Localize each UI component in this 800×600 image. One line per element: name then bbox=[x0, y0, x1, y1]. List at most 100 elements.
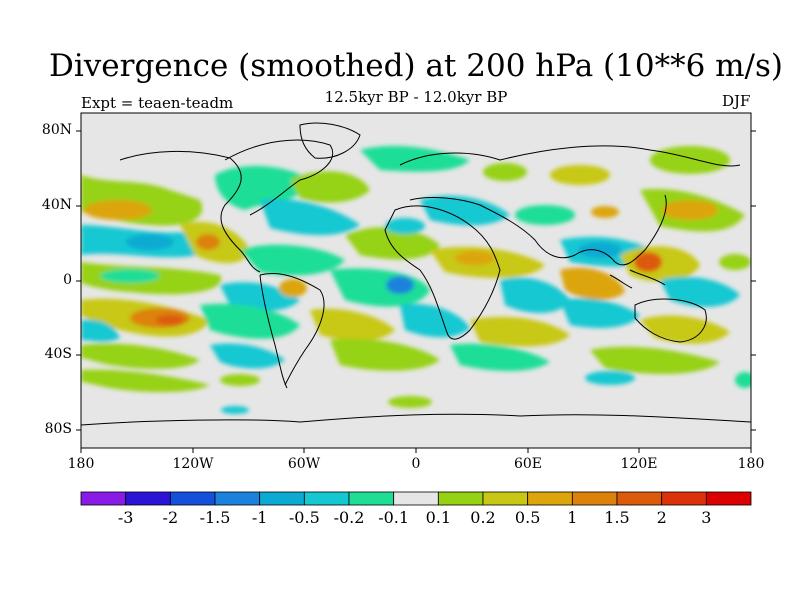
colorbar-label: 1.5 bbox=[604, 508, 630, 527]
lon-ticks bbox=[80, 448, 752, 453]
colorbar-label: -0.2 bbox=[333, 508, 365, 527]
contour-patch bbox=[385, 218, 425, 234]
contour-patch bbox=[560, 267, 625, 300]
contour-patch bbox=[215, 165, 310, 210]
colorbar-swatch bbox=[169, 491, 216, 506]
colorbar-swatch bbox=[303, 491, 350, 506]
season-label: DJF bbox=[722, 92, 751, 110]
colorbar-label: -0.5 bbox=[288, 508, 320, 527]
divergence-field bbox=[81, 113, 751, 448]
contour-patch bbox=[500, 277, 570, 314]
contour-patch bbox=[585, 371, 635, 385]
contour-patch bbox=[550, 165, 610, 185]
contour-patch bbox=[634, 252, 662, 272]
eurasia-south-coast bbox=[409, 194, 667, 266]
lon-label-120e: 120E bbox=[620, 456, 658, 472]
colorbar-swatch bbox=[482, 491, 529, 506]
colorbar-label: -2 bbox=[162, 508, 179, 527]
contour-patch bbox=[578, 242, 622, 258]
contour-patch bbox=[590, 346, 720, 375]
contour-patch bbox=[386, 276, 414, 294]
lon-label-60e: 60E bbox=[513, 456, 543, 472]
contour-patch bbox=[650, 146, 730, 174]
experiment-label: Expt = teaen-teadm bbox=[81, 94, 234, 112]
colorbar bbox=[80, 491, 752, 506]
contour-patch bbox=[196, 234, 220, 250]
colorbar-label: -0.1 bbox=[378, 508, 410, 527]
time-range-subtitle: 12.5kyr BP - 12.0kyr BP bbox=[324, 88, 508, 106]
lat-ticks bbox=[76, 130, 756, 431]
maritime-continent-coast bbox=[609, 269, 666, 289]
contour-patch bbox=[455, 251, 495, 265]
contour-patch bbox=[210, 343, 285, 369]
contour-patch bbox=[660, 276, 740, 307]
lon-label-180w: 180 bbox=[67, 456, 95, 472]
contour-patch bbox=[719, 254, 751, 270]
contour-patch bbox=[388, 396, 432, 408]
colorbar-swatch bbox=[705, 491, 752, 506]
colorbar-swatch bbox=[125, 491, 171, 506]
contour-patch bbox=[81, 369, 210, 393]
eurasia-north-coast bbox=[399, 145, 741, 167]
contour-patch bbox=[279, 279, 307, 297]
contour-patch bbox=[221, 406, 249, 414]
contour-patch bbox=[400, 303, 470, 338]
lat-label-40n: 40N bbox=[41, 197, 72, 213]
colorbar-label: 3 bbox=[701, 508, 712, 527]
north-america-east-coast bbox=[224, 139, 333, 216]
lon-label-180e: 180 bbox=[737, 456, 765, 472]
map-title: Divergence (smoothed) at 200 hPa (10**6 … bbox=[49, 48, 783, 84]
contour-patch bbox=[330, 338, 440, 371]
lat-label-80s: 80S bbox=[44, 421, 72, 437]
lon-label-120w: 120W bbox=[172, 456, 214, 472]
lon-label-60w: 60W bbox=[287, 456, 321, 472]
contour-patch bbox=[81, 343, 200, 369]
contour-patch bbox=[470, 316, 570, 347]
contour-patch bbox=[640, 315, 730, 344]
colorbar-swatch bbox=[527, 491, 573, 506]
contour-patch bbox=[240, 244, 345, 276]
colorbar-label: -1.5 bbox=[199, 508, 231, 527]
contour-patch bbox=[662, 200, 718, 220]
contour-patch bbox=[126, 234, 174, 250]
lon-label-0: 0 bbox=[411, 456, 421, 472]
colorbar-label: 1 bbox=[567, 508, 578, 527]
colorbar-label: 0.5 bbox=[514, 508, 541, 527]
lat-label-0: 0 bbox=[63, 272, 72, 288]
contour-patch bbox=[260, 199, 360, 236]
contour-patch bbox=[81, 319, 120, 342]
colorbar-swatch bbox=[348, 491, 395, 506]
south-america-east-coast bbox=[259, 272, 325, 386]
colorbar-swatch bbox=[393, 491, 439, 506]
contour-patch bbox=[483, 163, 527, 181]
lat-label-40s: 40S bbox=[44, 346, 72, 362]
contour-patch bbox=[200, 303, 300, 339]
contour-patch bbox=[450, 343, 550, 371]
coastlines bbox=[81, 122, 751, 426]
colorbar-swatch bbox=[571, 491, 618, 506]
antarctica-coast bbox=[81, 413, 751, 426]
contour-patch bbox=[560, 298, 640, 328]
contour-patch bbox=[100, 269, 160, 283]
colorbar-label: 0.2 bbox=[470, 508, 496, 527]
colorbar-label: -3 bbox=[117, 508, 134, 527]
colorbar-swatch bbox=[214, 491, 261, 506]
contour-patch bbox=[735, 372, 751, 388]
contour-patch bbox=[290, 171, 370, 203]
south-america-west-coast bbox=[259, 274, 288, 389]
australia-coast bbox=[634, 298, 707, 343]
contour-patch bbox=[220, 374, 260, 386]
colorbar-label: 2 bbox=[656, 508, 667, 527]
colorbar-label: -1 bbox=[251, 508, 268, 527]
contour-patch bbox=[515, 205, 575, 225]
colorbar-swatch bbox=[80, 491, 127, 506]
contour-patch bbox=[420, 195, 510, 226]
contour-patch bbox=[345, 227, 440, 260]
colorbar-swatch bbox=[437, 491, 484, 506]
north-america-coast bbox=[119, 150, 261, 273]
contour-patch bbox=[156, 315, 184, 325]
lat-label-80n: 80N bbox=[41, 122, 72, 138]
colorbar-swatch bbox=[616, 491, 663, 506]
contour-patch bbox=[310, 308, 395, 341]
